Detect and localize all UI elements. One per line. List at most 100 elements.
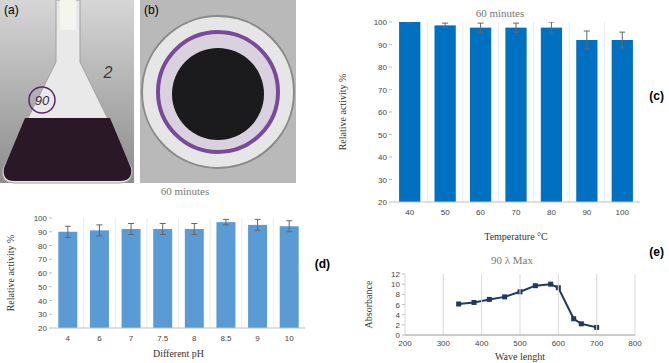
error-cap: [286, 220, 292, 221]
grid-line: [596, 274, 597, 335]
error-stem: [194, 224, 195, 235]
x-tick-label: 60: [476, 208, 485, 217]
separator: [427, 22, 428, 202]
y-tick: [49, 300, 52, 301]
separator: [83, 218, 84, 328]
error-cap: [619, 47, 625, 48]
bar: [399, 22, 420, 202]
panel-label: (d): [315, 257, 330, 271]
error-bar: [478, 23, 484, 32]
separator: [210, 218, 211, 328]
grid-line: [558, 274, 559, 335]
separator: [273, 218, 274, 328]
x-axis: [405, 335, 635, 336]
x-tick-label: 100: [616, 208, 630, 217]
y-tick-label: 100: [374, 18, 388, 27]
x-tick-label: 40: [405, 208, 414, 217]
y-tick-label: 60: [38, 269, 47, 278]
separator: [498, 22, 499, 202]
panel-label: (e): [649, 245, 664, 259]
separator: [604, 22, 605, 202]
error-cap: [191, 223, 197, 224]
x-tick-label: 800: [628, 339, 642, 348]
error-stem: [67, 226, 68, 237]
y-tick-label: 60: [378, 108, 387, 117]
x-tick-label: 600: [552, 339, 566, 348]
error-cap: [65, 226, 71, 227]
bar: [612, 40, 633, 202]
separator: [115, 218, 116, 328]
bar: [435, 25, 456, 202]
bar: [541, 28, 562, 202]
error-cap: [407, 23, 413, 24]
y-tick: [389, 179, 392, 180]
y-tick-label: 2: [396, 321, 401, 330]
marker: [571, 316, 576, 321]
y-tick: [389, 134, 392, 135]
grid-line: [443, 274, 444, 335]
error-stem: [622, 32, 623, 48]
y-tick-label: 30: [38, 310, 47, 319]
marker: [472, 300, 477, 305]
bar: [280, 226, 299, 328]
y-tick: [389, 89, 392, 90]
bar: [153, 229, 172, 328]
y-tick: [49, 328, 52, 329]
flask-writing: 2: [103, 64, 113, 81]
y-tick-label: 10: [391, 280, 400, 289]
grid-line: [635, 274, 636, 335]
y-tick: [49, 245, 52, 246]
error-cap: [128, 234, 134, 235]
x-tick-label: 90: [582, 208, 591, 217]
y-tick: [389, 202, 392, 203]
y-tick-label: 40: [378, 153, 387, 162]
error-cap: [255, 230, 261, 231]
error-bar: [160, 224, 166, 235]
error-cap: [584, 49, 590, 50]
x-tick-label: 500: [513, 339, 527, 348]
line: [459, 284, 597, 327]
flask-writing: 90: [35, 93, 50, 108]
y-tick-label: 30: [378, 176, 387, 185]
error-cap: [513, 32, 519, 33]
x-tick-label: 10: [285, 334, 294, 343]
error-bar: [548, 22, 554, 33]
grid-line: [405, 274, 406, 335]
y-tick-label: 80: [378, 63, 387, 72]
error-bar: [619, 32, 625, 48]
flask-liquid: [4, 118, 132, 181]
y-tick-label: 20: [378, 198, 387, 207]
error-stem: [516, 23, 517, 32]
error-cap: [548, 22, 554, 23]
plot-area: [399, 22, 633, 202]
chart-title: 60 minutes: [161, 185, 210, 197]
y-tick-label: 90: [38, 228, 47, 237]
error-bar: [128, 224, 134, 235]
x-axis-label: Temperature °C: [484, 231, 548, 242]
bar: [576, 40, 597, 202]
error-stem: [445, 23, 446, 28]
error-cap: [96, 235, 102, 236]
marker: [579, 321, 584, 326]
separator: [533, 22, 534, 202]
y-tick-label: 100: [34, 214, 48, 223]
chart-panel: 60 minutes(d)Relative activity %Differen…: [5, 185, 330, 359]
separator: [241, 218, 242, 328]
error-stem: [257, 219, 258, 230]
error-cap: [255, 219, 261, 220]
x-axis-label: Wave lenght: [495, 351, 545, 362]
error-stem: [480, 23, 481, 32]
y-axis-label: Absorbance: [363, 280, 374, 328]
error-cap: [191, 234, 197, 235]
error-stem: [225, 219, 226, 225]
y-tick: [389, 112, 392, 113]
marker: [456, 301, 461, 306]
error-cap: [160, 223, 166, 224]
y-tick-label: 50: [378, 131, 387, 140]
x-tick-label: 700: [590, 339, 604, 348]
photo-background: [140, 0, 296, 183]
bar: [216, 222, 235, 328]
error-cap: [442, 23, 448, 24]
error-bar: [584, 31, 590, 49]
error-stem: [551, 22, 552, 33]
